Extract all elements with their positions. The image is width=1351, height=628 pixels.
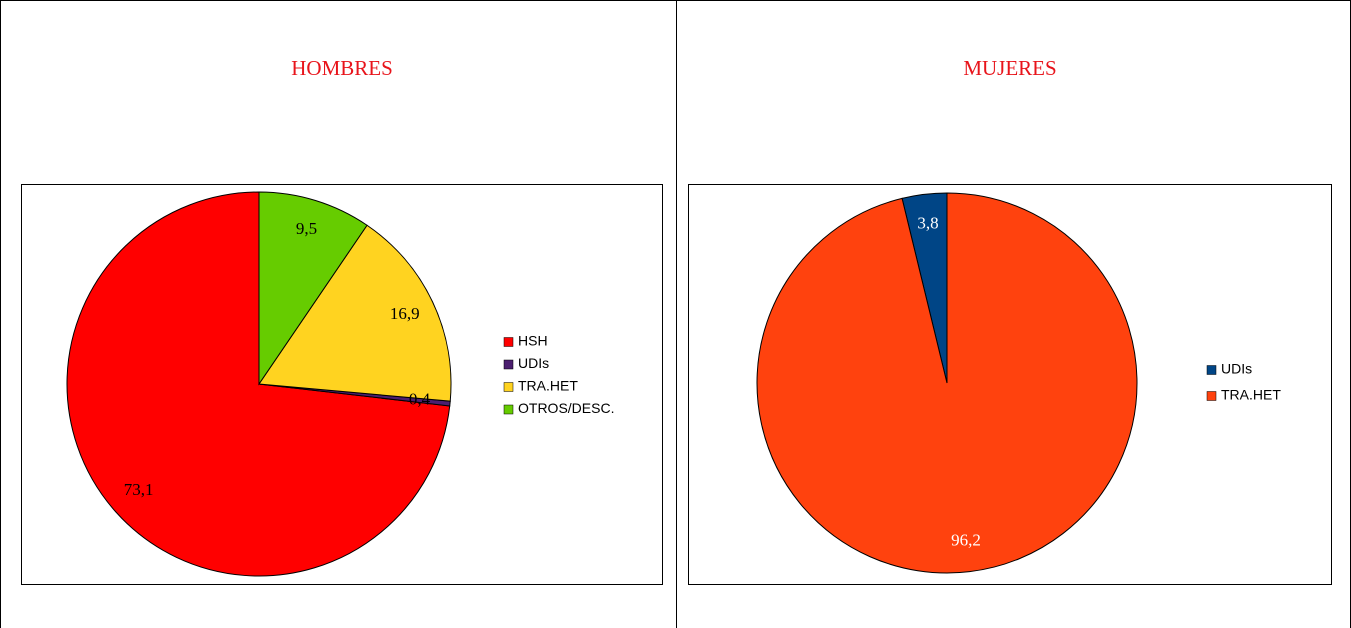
legend-swatch <box>503 337 514 347</box>
pie-slice <box>756 192 1138 574</box>
legend-swatch <box>1206 365 1217 375</box>
legend-swatch <box>503 404 514 415</box>
value-label: 0,4 <box>409 389 431 408</box>
pie-slice <box>258 191 368 386</box>
legend-label: TRA.HET <box>518 378 578 394</box>
legend-label: UDIs <box>1221 361 1252 377</box>
legend-label: TRA.HET <box>1221 387 1281 403</box>
plot-frame <box>21 184 663 585</box>
legend-label: HSH <box>518 333 548 349</box>
chart-title: MUJERES <box>963 56 1056 80</box>
pie-slice <box>66 191 451 577</box>
legend-label: UDIs <box>518 355 549 371</box>
legend-label: OTROS/DESC. <box>518 400 614 416</box>
value-label: 96,2 <box>951 530 981 549</box>
chart-title: HOMBRES <box>291 56 393 80</box>
legend-swatch <box>1206 391 1217 401</box>
plot-frame <box>688 184 1332 585</box>
value-label: 3,8 <box>917 213 938 232</box>
value-label: 73,1 <box>124 480 154 499</box>
value-label: 16,9 <box>390 304 420 323</box>
legend-swatch <box>503 382 514 392</box>
pie-slice <box>258 224 452 402</box>
value-label: 9,5 <box>296 219 317 238</box>
legend-swatch <box>503 359 514 370</box>
